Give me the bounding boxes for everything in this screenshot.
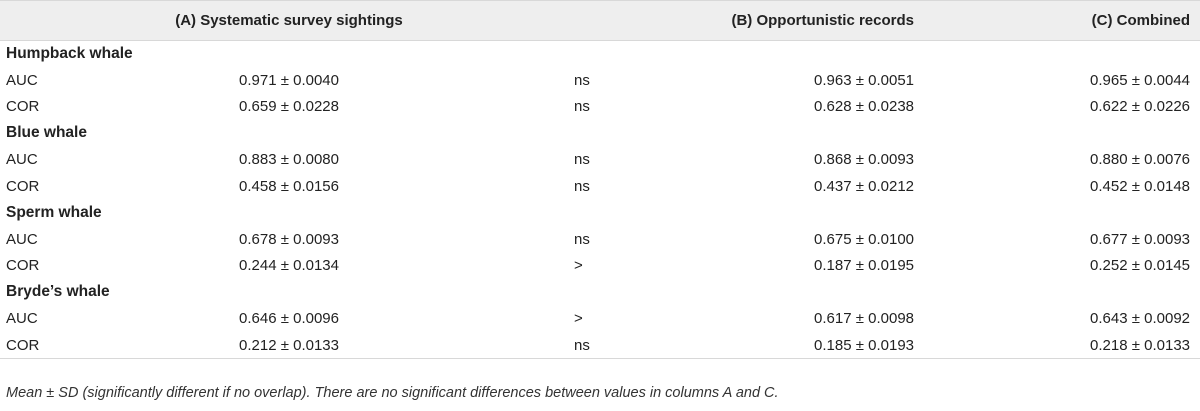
value-combined: 0.965 ± 0.0044	[1090, 71, 1190, 89]
value-opportunistic: 0.868 ± 0.0093	[814, 151, 914, 169]
species-row: Bryde’s whale	[0, 279, 1200, 306]
significance-marker: >	[574, 257, 583, 275]
significance-marker: ns	[574, 230, 590, 248]
significance-marker: ns	[574, 71, 590, 89]
species-name: Humpback whale	[6, 45, 133, 62]
value-combined: 0.452 ± 0.0148	[1090, 177, 1190, 195]
results-table: (A) Systematic survey sightings (B) Oppo…	[0, 0, 1200, 359]
value-opportunistic: 0.628 ± 0.0238	[814, 98, 914, 116]
species-name: Bryde’s whale	[6, 283, 110, 301]
header-blank	[0, 0, 120, 41]
value-opportunistic: 0.675 ± 0.0100	[814, 230, 914, 248]
value-opportunistic: 0.963 ± 0.0051	[814, 71, 914, 89]
species-row: Sperm whale	[0, 200, 1200, 227]
value-opportunistic: 0.187 ± 0.0195	[814, 257, 914, 275]
species-name: Sperm whale	[6, 203, 102, 221]
header-col-b: (B) Opportunistic records	[648, 0, 966, 41]
value-combined: 0.880 ± 0.0076	[1090, 151, 1190, 169]
table-row: AUC 0.646 ± 0.0096 >0.617 ± 0.0098 0.643 ± …	[0, 306, 1200, 333]
table-footnote: Mean ± SD (significantly different if no…	[6, 385, 779, 401]
value-systematic: 0.659 ± 0.0228	[239, 98, 339, 116]
value-combined: 0.252 ± 0.0145	[1090, 257, 1190, 275]
value-systematic: 0.212 ± 0.0133	[120, 332, 518, 359]
table-row: AUC 0.971 ± 0.0040 ns 0.963 ± 0.0051 0.965 ±…	[0, 67, 1200, 94]
value-systematic: 0.883 ± 0.0080	[239, 151, 339, 169]
header-sig-blank	[518, 0, 648, 41]
species-row: Blue whale	[0, 120, 1200, 147]
value-combined: 0.218 ± 0.0133	[966, 332, 1200, 359]
value-systematic: 0.646 ± 0.0096	[239, 310, 339, 328]
value-systematic: 0.244 ± 0.0134	[239, 257, 339, 275]
metric-label: COR	[6, 98, 40, 116]
significance-marker: ns	[574, 177, 590, 195]
value-systematic: 0.678 ± 0.0093	[239, 230, 339, 248]
value-opportunistic: 0.437 ± 0.0212	[814, 177, 914, 195]
species-row: Humpback whale	[0, 41, 1200, 68]
table-row: AUC 0.678 ± 0.0093 ns 0.675 ± 0.0100 0.677 ±…	[0, 226, 1200, 253]
significance-marker: ns	[518, 332, 648, 359]
species-name: Blue whale	[6, 124, 87, 142]
table-row: COR 0.458 ± 0.0156 ns 0.437 ± 0.0212 0.452 ±…	[0, 173, 1200, 200]
value-opportunistic: 0.185 ± 0.0193	[648, 332, 966, 359]
value-systematic: 0.458 ± 0.0156	[239, 177, 339, 195]
significance-marker: ns	[574, 98, 590, 116]
metric-label: COR	[0, 332, 120, 359]
metric-label: AUC	[6, 310, 38, 328]
value-combined: 0.622 ± 0.0226	[1090, 98, 1190, 116]
header-col-c: (C) Combined	[966, 0, 1200, 41]
value-combined: 0.643 ± 0.0092	[1090, 310, 1190, 328]
value-combined: 0.677 ± 0.0093	[1090, 230, 1190, 248]
significance-marker: >	[574, 310, 583, 328]
metric-label: COR	[6, 177, 40, 195]
metric-label: AUC	[6, 230, 38, 248]
metric-label: AUC	[6, 71, 38, 89]
value-systematic: 0.971 ± 0.0040	[239, 71, 339, 89]
table-row: COR 0.659 ± 0.0228 ns 0.628 ± 0.0238 0.622 ±…	[0, 94, 1200, 121]
header-col-a: (A) Systematic survey sightings	[120, 0, 518, 41]
metric-label: COR	[6, 257, 40, 275]
metric-label: AUC	[6, 151, 38, 169]
header-row: (A) Systematic survey sightings (B) Oppo…	[0, 0, 1200, 41]
value-opportunistic: 0.617 ± 0.0098	[814, 310, 914, 328]
table-row: COR 0.244 ± 0.0134 >0.187 ± 0.0195 0.252 ± …	[0, 253, 1200, 280]
significance-marker: ns	[574, 151, 590, 169]
table-row: COR 0.212 ± 0.0133 ns 0.185 ± 0.0193 0.218 ±…	[0, 332, 1200, 359]
table-body: Humpback whale AUC 0.971 ± 0.0040 ns 0.963 ±…	[0, 41, 1200, 359]
table-row: AUC 0.883 ± 0.0080 ns 0.868 ± 0.0093 0.880 ±…	[0, 147, 1200, 174]
